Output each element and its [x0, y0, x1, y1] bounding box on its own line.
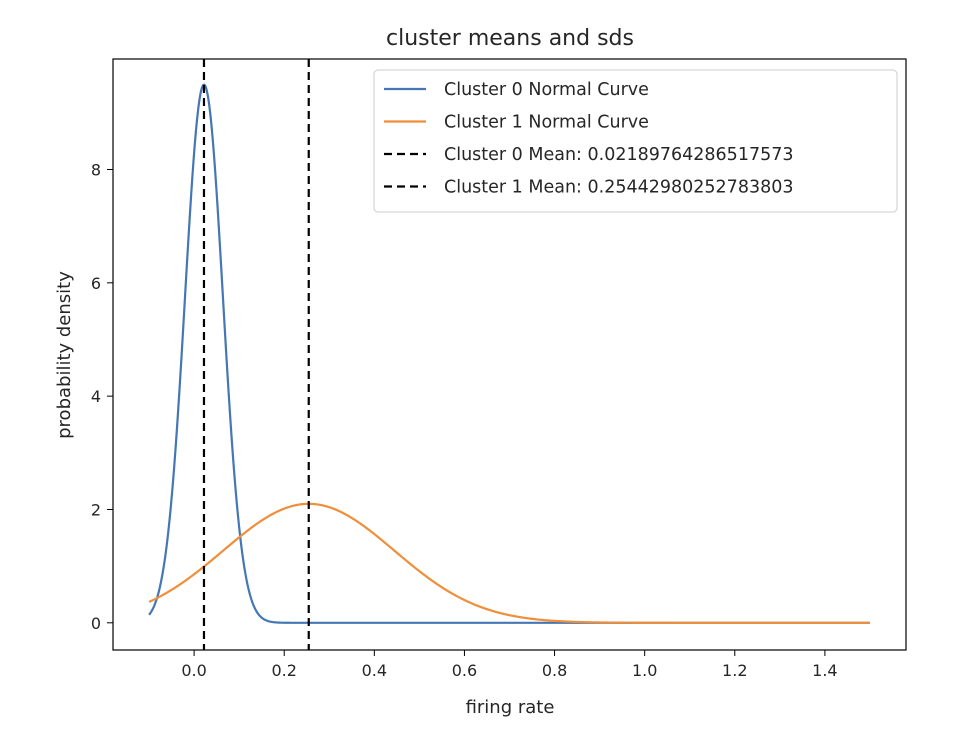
- x-tick-label: 0.4: [362, 661, 387, 680]
- y-tick-label: 4: [91, 387, 101, 406]
- y-tick-label: 8: [91, 160, 101, 179]
- series-line-1: [148, 502, 870, 624]
- x-tick-label: 0.8: [542, 661, 567, 680]
- x-axis-label: firing rate: [466, 697, 555, 718]
- x-tick-label: 1.0: [632, 661, 657, 680]
- legend-entry: Cluster 0 Normal Curve: [444, 80, 649, 100]
- legend-entry: Cluster 1 Normal Curve: [444, 113, 649, 133]
- legend-entry: Cluster 0 Mean: 0.02189764286517573: [444, 145, 794, 165]
- x-tick-label: 1.4: [812, 661, 837, 680]
- legend: Cluster 0 Normal Curve Cluster 1 Normal C…: [373, 69, 898, 213]
- plot-frame: [112, 58, 907, 651]
- x-tick-label: 0.0: [181, 661, 206, 680]
- x-tick-label: 0.6: [452, 661, 477, 680]
- y-axis-label: probability density: [54, 271, 75, 439]
- y-tick-label: 0: [91, 614, 101, 633]
- chart-title: cluster means and sds: [386, 26, 634, 51]
- y-tick-label: 6: [91, 274, 101, 293]
- y-axis-ticks: 0 2 4 6 8: [91, 160, 113, 633]
- y-tick-label: 2: [91, 500, 101, 519]
- legend-entry: Cluster 1 Mean: 0.25442980252783803: [444, 178, 794, 198]
- legend-box: [373, 69, 898, 213]
- x-tick-label: 0.2: [271, 661, 296, 680]
- x-axis-ticks: 0.0 0.2 0.4 0.6 0.8 1.0 1.2 1.4: [181, 650, 838, 680]
- x-tick-label: 1.2: [722, 661, 747, 680]
- plot-area: [148, 59, 870, 650]
